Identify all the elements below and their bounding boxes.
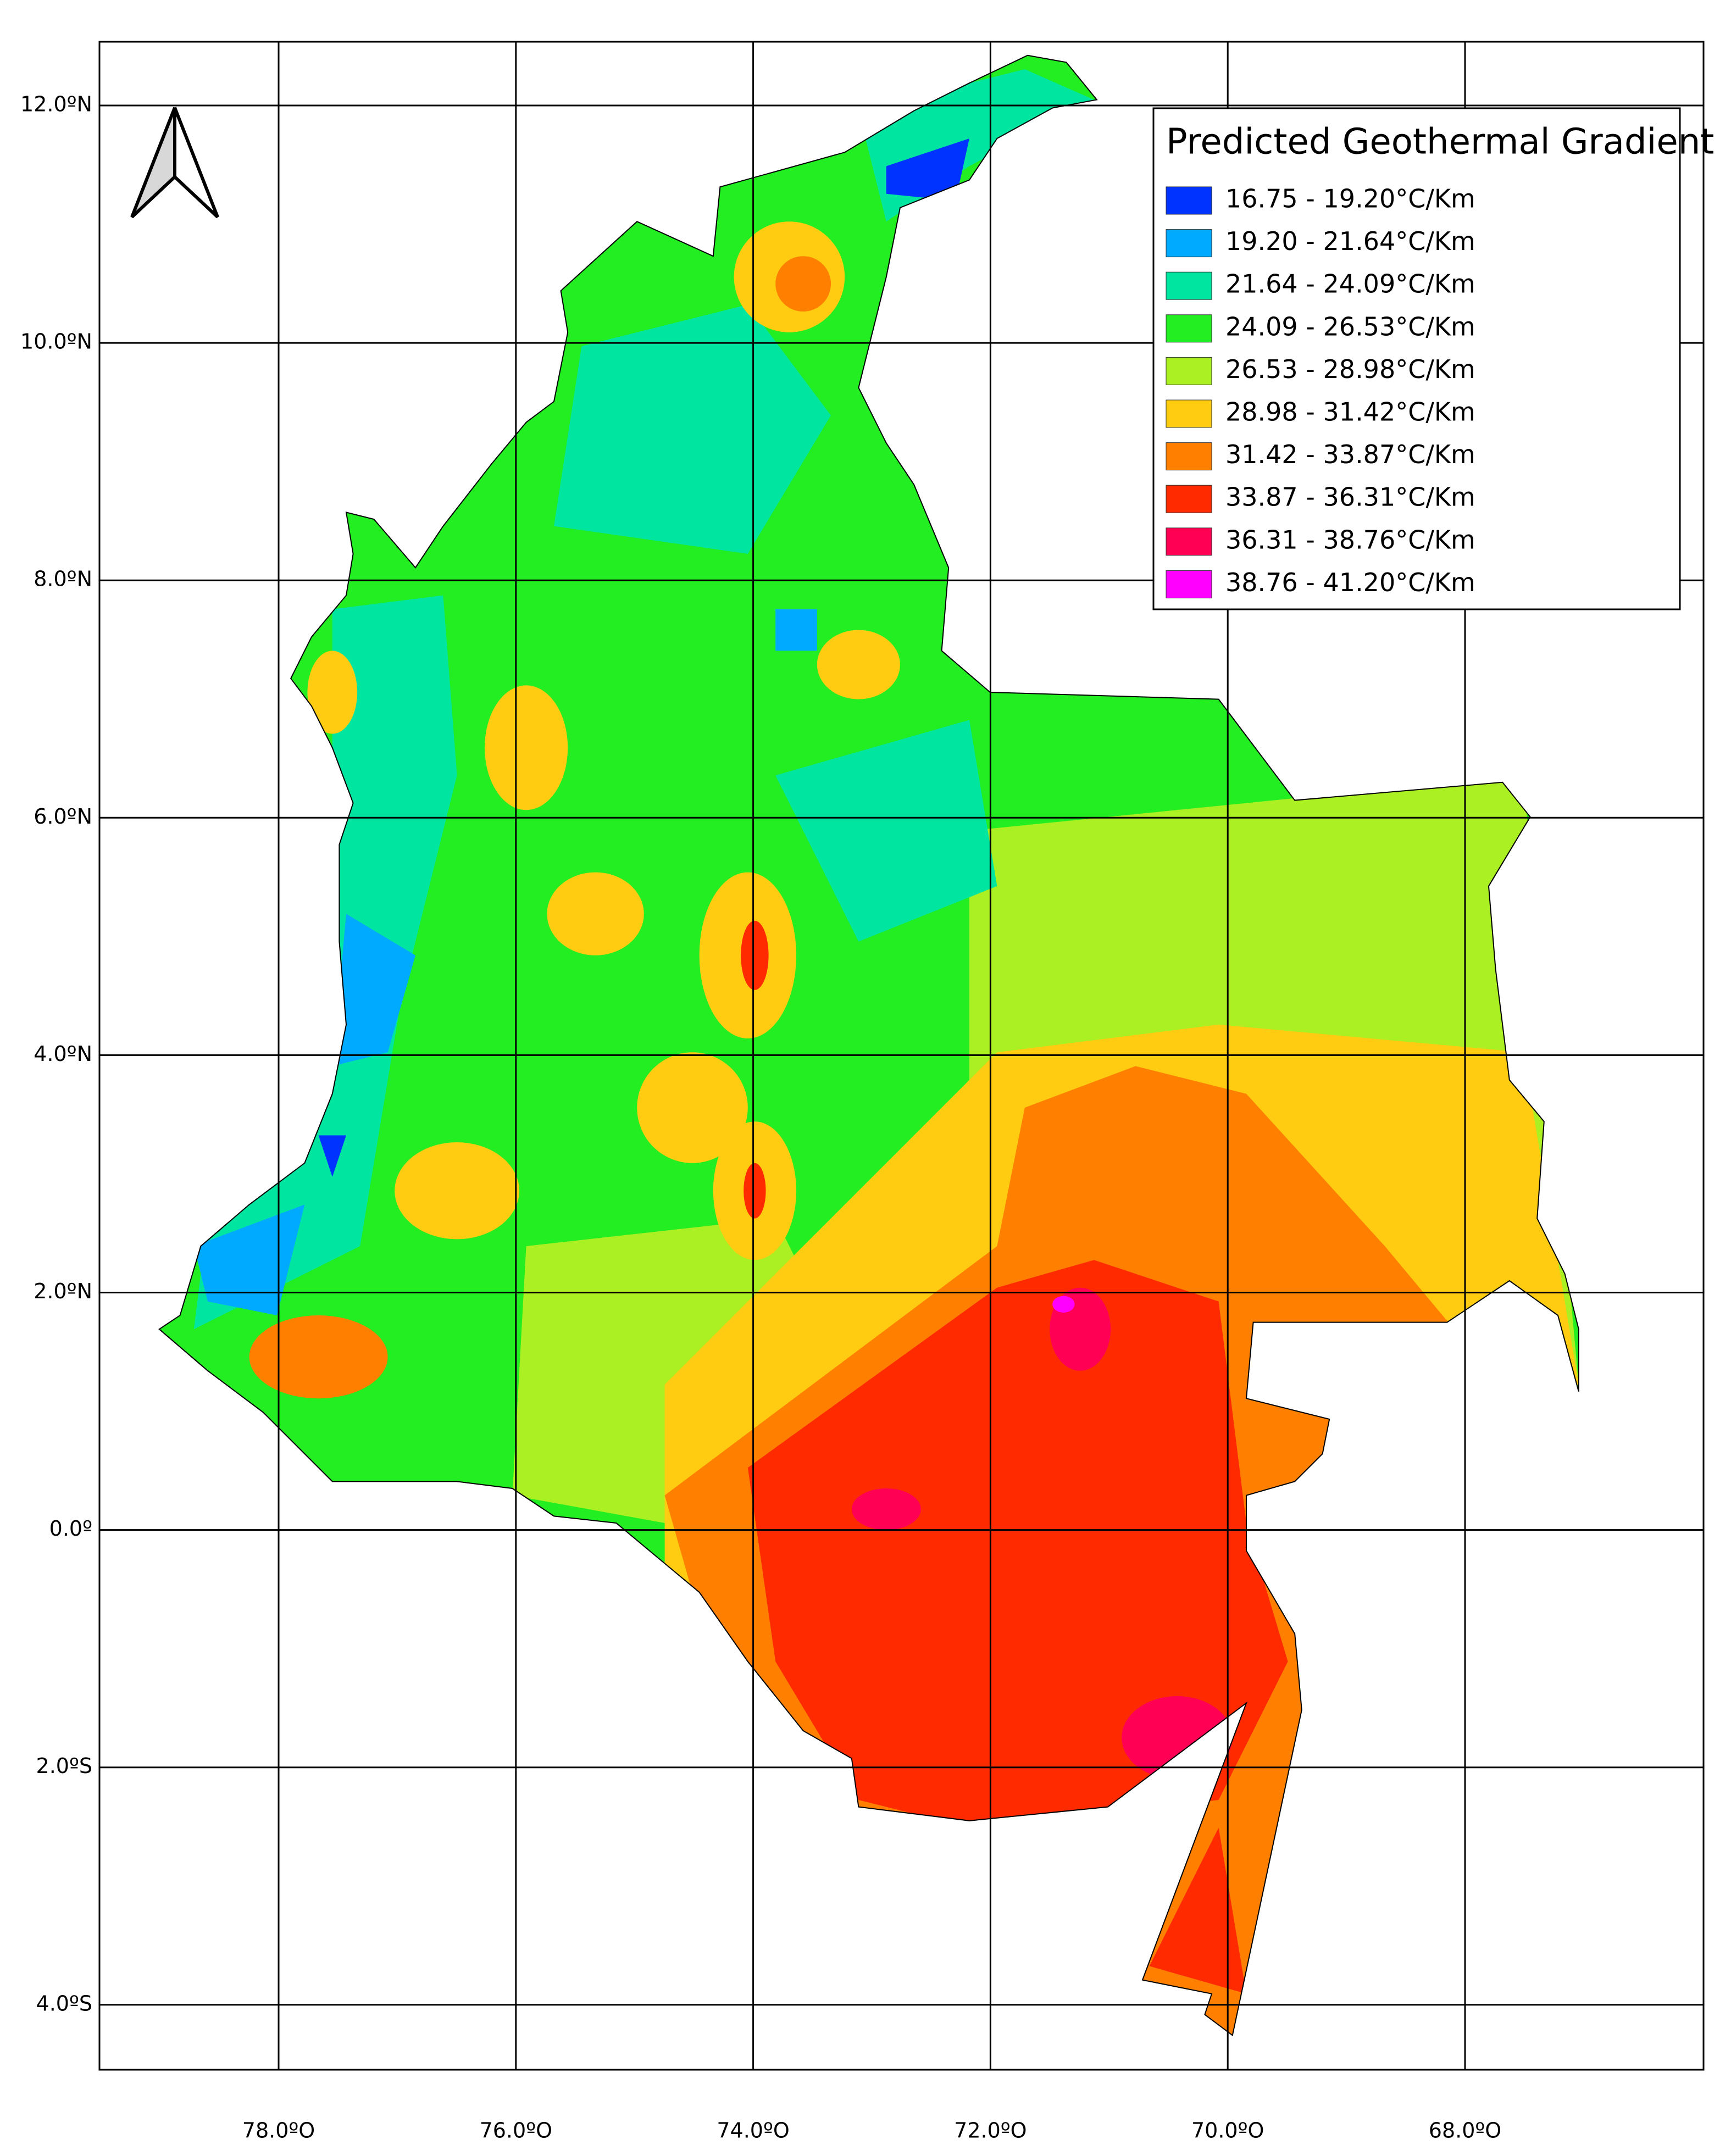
legend-swatch [1166,186,1212,215]
legend-label: 36.31 - 38.76°C/Km [1225,525,1475,554]
latitude-label: 4.0ºN [34,1042,92,1066]
longitude-label: 72.0ºO [954,2119,1027,2143]
latitude-label: 12.0ºN [20,92,92,116]
legend-label: 38.76 - 41.20°C/Km [1225,568,1475,597]
legend-swatch [1166,570,1212,598]
latitude-label: 6.0ºN [34,804,92,829]
legend-label: 31.42 - 33.87°C/Km [1225,440,1475,469]
legend-label: 16.75 - 19.20°C/Km [1225,184,1475,214]
legend-swatch [1166,357,1212,385]
legend: Predicted Geothermal Gradient 16.75 - 19… [1152,107,1714,610]
legend-label: 26.53 - 28.98°C/Km [1225,354,1475,384]
longitude-label: 76.0ºO [480,2119,552,2143]
latitude-label: 2.0ºN [34,1279,92,1303]
legend-label: 19.20 - 21.64°C/Km [1225,226,1475,256]
legend-swatch [1166,399,1212,428]
legend-box [1152,107,1681,610]
legend-swatch [1166,527,1212,556]
longitude-label: 74.0ºO [717,2119,789,2143]
latitude-label: 4.0ºS [36,1991,92,2015]
latitude-label: 8.0ºN [34,567,92,591]
north-arrow [130,107,219,219]
map-frame [98,41,1705,2071]
legend-label: 33.87 - 36.31°C/Km [1225,482,1475,512]
legend-entries: 16.75 - 19.20°C/Km 19.20 - 21.64°C/Km 21.6… [1166,184,1475,598]
legend-label: 24.09 - 26.53°C/Km [1225,312,1475,341]
longitude-label: 78.0ºO [242,2119,315,2143]
longitude-label: 70.0ºO [1191,2119,1264,2143]
legend-title: Predicted Geothermal Gradient [1166,122,1714,163]
legend-swatch [1166,485,1212,513]
latitude-label: 0.0º [49,1516,92,1541]
legend-swatch [1166,271,1212,300]
legend-swatch [1166,442,1212,471]
latitude-label: 10.0ºN [20,330,92,354]
legend-label: 21.64 - 24.09°C/Km [1225,269,1475,299]
longitude-label: 68.0ºO [1429,2119,1501,2143]
latitude-label: 2.0ºS [36,1754,92,1778]
legend-swatch [1166,314,1212,343]
legend-label: 28.98 - 31.42°C/Km [1225,397,1475,427]
legend-swatch [1166,229,1212,258]
